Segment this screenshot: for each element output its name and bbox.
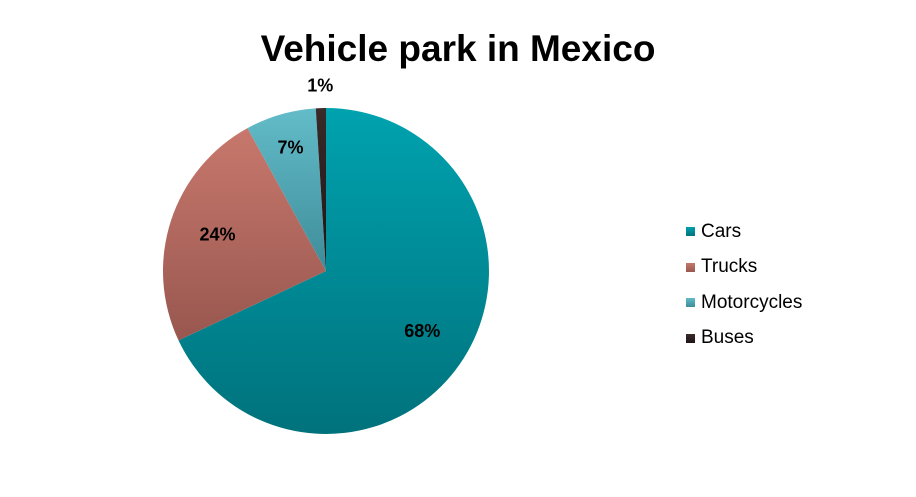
legend-item-trucks: Trucks: [686, 250, 802, 286]
chart-title: Vehicle park in Mexico: [260, 28, 656, 69]
legend-item-motorcycles: Motorcycles: [686, 285, 802, 321]
legend-swatch-motorcycles: [686, 298, 695, 308]
pie-slice-buses: [315, 108, 326, 271]
pie-slice-trucks: [162, 128, 326, 341]
legend-label-trucks: Trucks: [701, 256, 758, 278]
legend-swatch-trucks: [686, 262, 695, 272]
legend-label-buses: Buses: [701, 327, 754, 349]
data-label-buses: 1%: [307, 76, 333, 96]
legend-item-buses: Buses: [686, 321, 802, 357]
data-label-cars: 68%: [404, 321, 440, 341]
pie-slice-cars: [178, 108, 489, 434]
legend-label-motorcycles: Motorcycles: [701, 291, 803, 313]
legend-swatch-cars: [686, 227, 695, 237]
legend-label-cars: Cars: [701, 220, 742, 242]
legend-swatch-buses: [686, 333, 695, 343]
legend: Cars Trucks Motorcycles Buses: [686, 214, 802, 356]
pie-slice-motorcycles: [247, 108, 326, 271]
data-label-motorcycles: 7%: [277, 138, 303, 158]
legend-item-cars: Cars: [686, 214, 802, 250]
data-label-trucks: 24%: [199, 224, 235, 244]
